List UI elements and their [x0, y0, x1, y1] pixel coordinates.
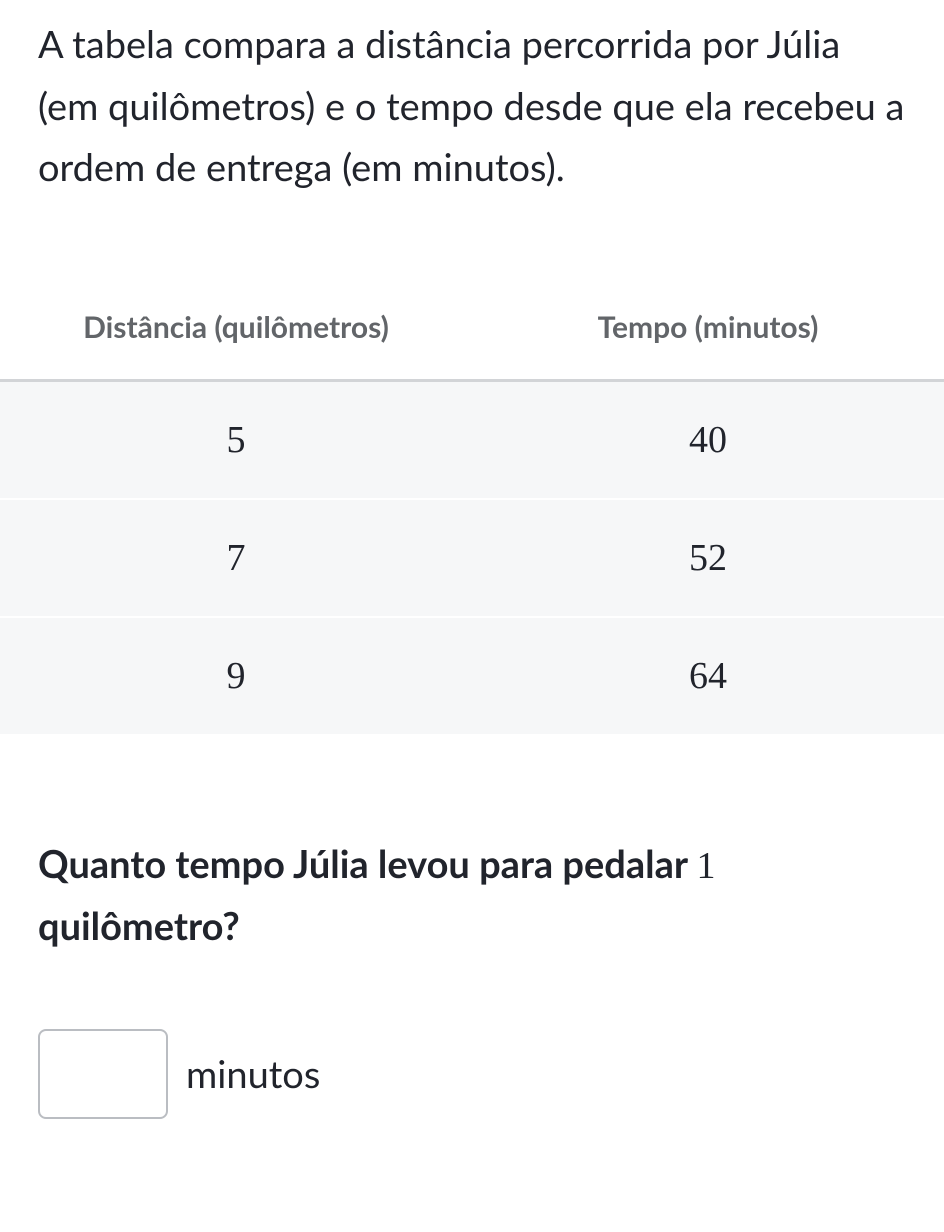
answer-input[interactable] — [38, 1029, 168, 1119]
answer-row: minutos — [0, 1029, 944, 1119]
cell-time: 52 — [472, 499, 944, 617]
distance-time-table: Distância (quilômetros) Tempo (minutos) … — [0, 289, 944, 736]
cell-time: 40 — [472, 380, 944, 499]
table-row: 5 40 — [0, 380, 944, 499]
answer-unit-label: minutos — [186, 1051, 320, 1097]
table-row: 9 64 — [0, 617, 944, 735]
data-table-container: Distância (quilômetros) Tempo (minutos) … — [0, 289, 944, 736]
question-suffix: quilômetro? — [38, 903, 240, 949]
table-row: 7 52 — [0, 499, 944, 617]
cell-distance: 5 — [0, 380, 472, 499]
question-prefix: Quanto tempo Júlia levou para pedalar — [38, 841, 696, 887]
question-text: Quanto tempo Júlia levou para pedalar 1 … — [0, 834, 944, 958]
col-header-time: Tempo (minutos) — [472, 289, 944, 381]
question-number: 1 — [696, 845, 715, 887]
cell-distance: 9 — [0, 617, 472, 735]
intro-paragraph: A tabela compara a distância percorrida … — [0, 0, 944, 199]
cell-distance: 7 — [0, 499, 472, 617]
exercise-page: A tabela compara a distância percorrida … — [0, 0, 944, 1119]
cell-time: 64 — [472, 617, 944, 735]
col-header-distance: Distância (quilômetros) — [0, 289, 472, 381]
table-header-row: Distância (quilômetros) Tempo (minutos) — [0, 289, 944, 381]
